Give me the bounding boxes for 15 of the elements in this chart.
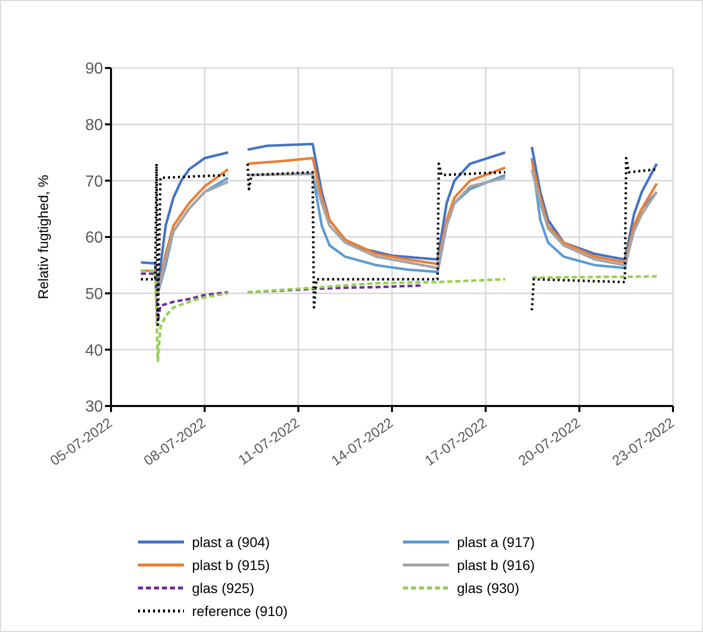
legend-label: glas (925)	[192, 580, 254, 596]
y-tick-label: 50	[85, 286, 104, 304]
legend-label: glas (930)	[457, 580, 520, 596]
legend-label: plast a (917)	[457, 534, 535, 550]
legend-label: plast a (904)	[192, 534, 270, 550]
legend-label: reference (910)	[192, 602, 288, 618]
y-tick-label: 80	[85, 117, 104, 134]
y-tick-label: 90	[85, 60, 104, 78]
y-tick-label: 60	[85, 230, 104, 247]
legend-label: plast b (916)	[457, 556, 535, 572]
y-tick-label: 40	[85, 342, 104, 360]
y-tick-label: 30	[85, 398, 104, 416]
y-axis-title: Relativ fugtighed, %	[34, 174, 51, 300]
y-tick-label: 70	[85, 173, 104, 190]
legend-label: plast b (915)	[192, 556, 270, 572]
